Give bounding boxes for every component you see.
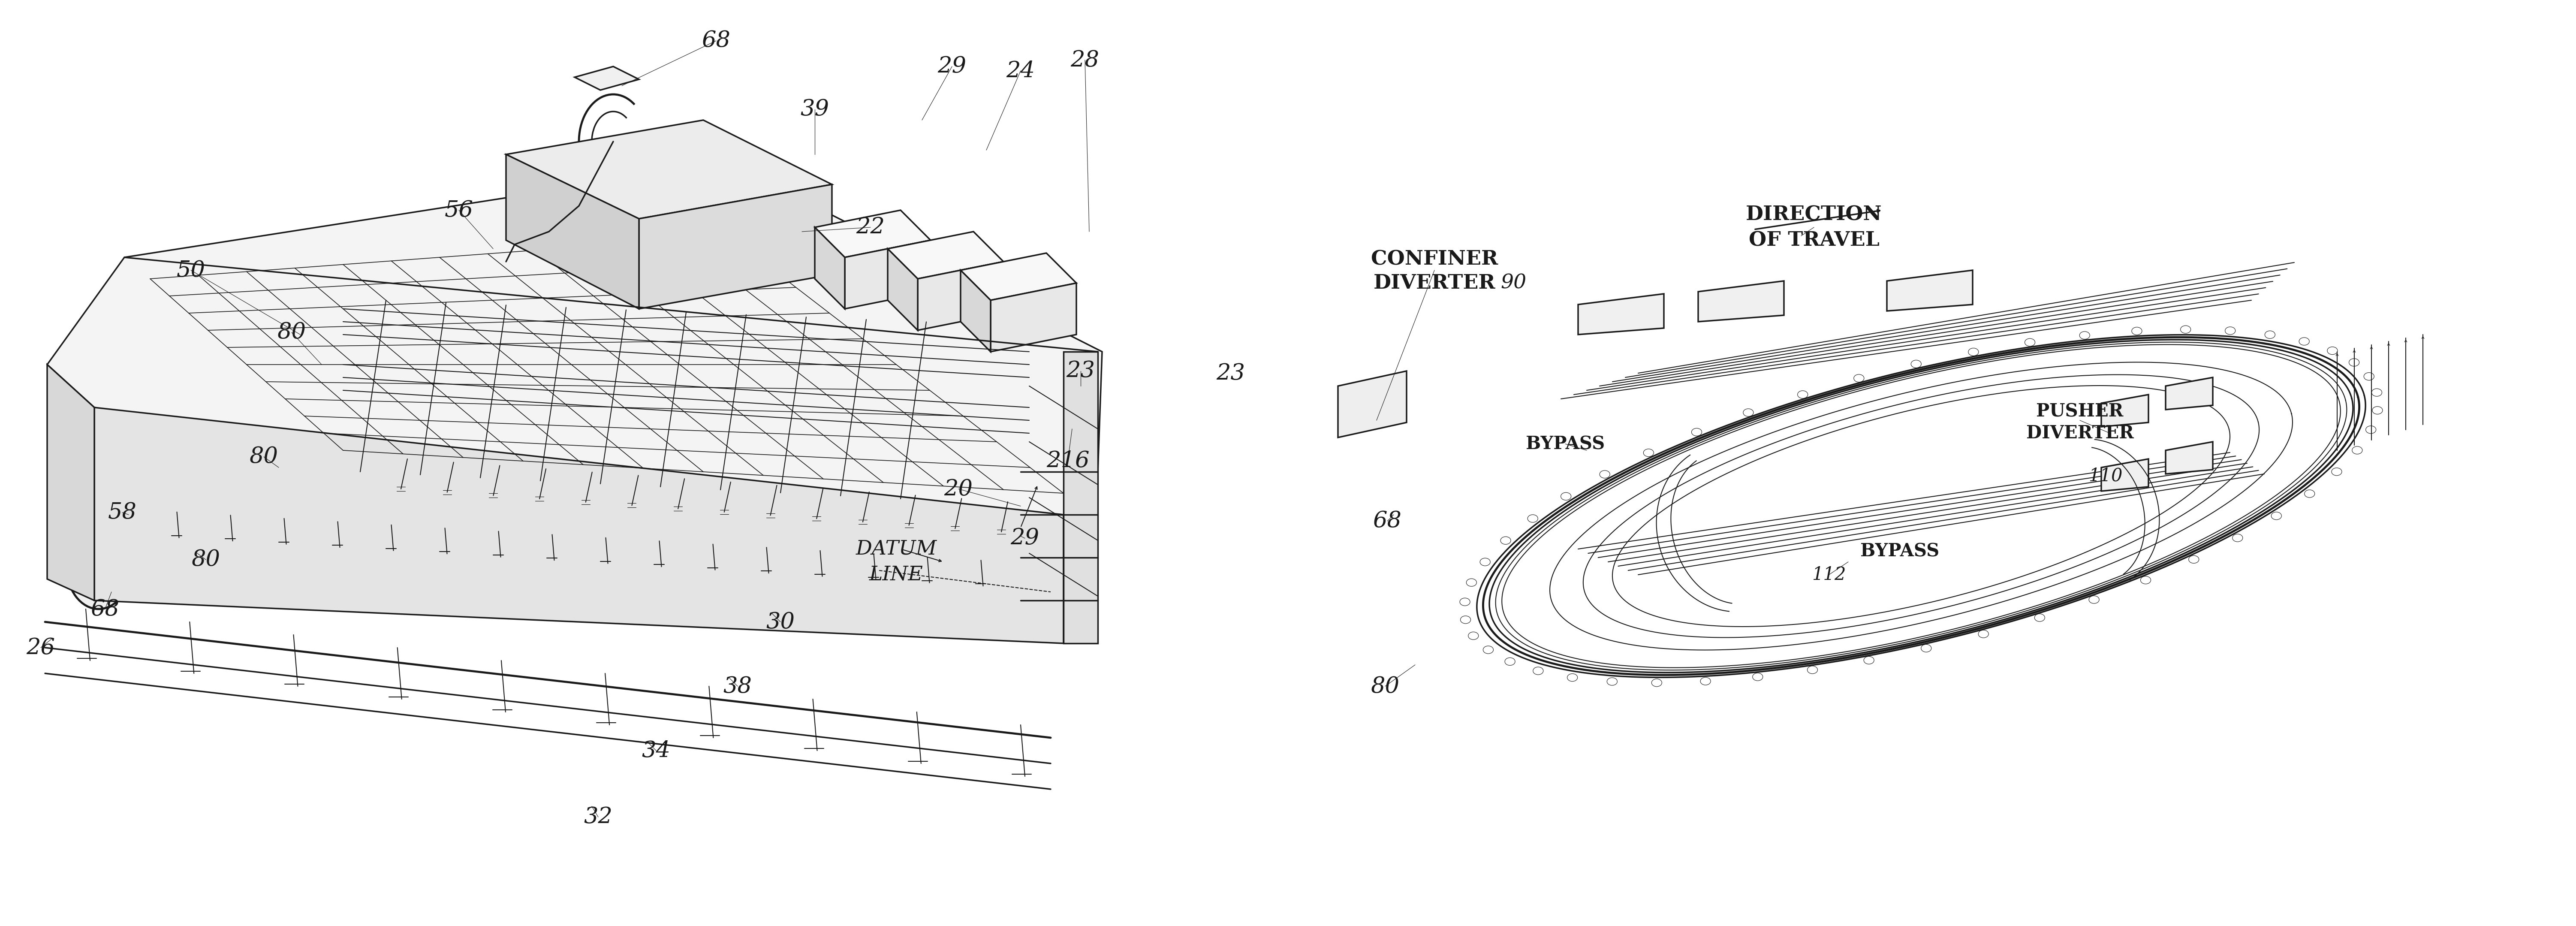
Text: 68: 68 xyxy=(701,30,732,52)
Polygon shape xyxy=(961,270,992,352)
Text: DATUM: DATUM xyxy=(855,539,938,558)
Text: 34: 34 xyxy=(641,740,670,761)
Polygon shape xyxy=(2102,459,2148,491)
Polygon shape xyxy=(46,163,1103,515)
Text: 30: 30 xyxy=(765,611,796,632)
Text: 58: 58 xyxy=(108,502,137,523)
Text: CONFINER: CONFINER xyxy=(1370,250,1499,269)
Polygon shape xyxy=(992,283,1077,352)
Polygon shape xyxy=(845,240,930,308)
Polygon shape xyxy=(574,67,639,90)
Text: 20: 20 xyxy=(943,478,974,500)
Text: DIVERTER: DIVERTER xyxy=(1373,273,1497,293)
Polygon shape xyxy=(1064,352,1097,644)
Text: 68: 68 xyxy=(1373,510,1401,532)
Text: PUSHER: PUSHER xyxy=(2035,403,2123,420)
Polygon shape xyxy=(95,407,1064,644)
Text: DIVERTER: DIVERTER xyxy=(2027,424,2133,443)
Ellipse shape xyxy=(67,523,131,609)
Polygon shape xyxy=(2166,442,2213,474)
Text: 110: 110 xyxy=(2089,467,2123,485)
Polygon shape xyxy=(505,155,639,308)
Text: LINE: LINE xyxy=(868,565,922,584)
Text: 32: 32 xyxy=(585,807,613,828)
Text: BYPASS: BYPASS xyxy=(1860,542,1940,560)
Text: BYPASS: BYPASS xyxy=(1525,435,1605,453)
Text: 38: 38 xyxy=(724,675,752,697)
Text: 29: 29 xyxy=(1010,527,1038,549)
Polygon shape xyxy=(2166,378,2213,409)
Text: 23: 23 xyxy=(1066,360,1095,382)
Polygon shape xyxy=(505,120,832,219)
Text: 28: 28 xyxy=(1072,49,1100,71)
Text: 39: 39 xyxy=(801,98,829,120)
Polygon shape xyxy=(1579,294,1664,334)
Text: 68: 68 xyxy=(90,598,118,620)
Polygon shape xyxy=(814,227,845,308)
Polygon shape xyxy=(917,262,1005,331)
Polygon shape xyxy=(1337,371,1406,437)
Text: 50: 50 xyxy=(178,259,206,282)
Ellipse shape xyxy=(54,416,134,528)
Polygon shape xyxy=(814,210,930,257)
Text: DIRECTION: DIRECTION xyxy=(1747,205,1883,224)
Text: 216: 216 xyxy=(1046,450,1090,472)
Text: 80: 80 xyxy=(278,321,307,344)
Polygon shape xyxy=(889,232,1005,279)
Text: OF TRAVEL: OF TRAVEL xyxy=(1749,231,1880,250)
Text: 22: 22 xyxy=(855,217,886,238)
Polygon shape xyxy=(639,184,832,308)
Text: 112: 112 xyxy=(1811,566,1847,583)
Text: 56: 56 xyxy=(446,199,474,221)
Text: 29: 29 xyxy=(938,56,966,78)
Polygon shape xyxy=(46,365,95,600)
Polygon shape xyxy=(961,253,1077,300)
Text: 80: 80 xyxy=(191,549,219,570)
Polygon shape xyxy=(2102,394,2148,427)
Text: 26: 26 xyxy=(26,637,54,658)
Polygon shape xyxy=(1698,281,1785,321)
Text: 80: 80 xyxy=(250,445,278,468)
Text: 24: 24 xyxy=(1007,60,1036,81)
Text: 80: 80 xyxy=(1370,675,1399,697)
Polygon shape xyxy=(889,249,917,331)
Polygon shape xyxy=(1886,270,1973,311)
Text: 90: 90 xyxy=(1502,273,1528,293)
Text: 23: 23 xyxy=(1216,362,1244,384)
